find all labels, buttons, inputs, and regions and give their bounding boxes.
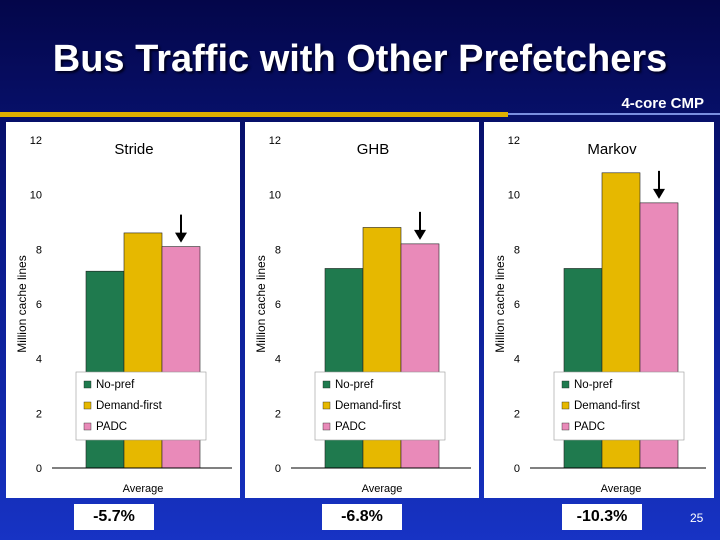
legend-entry: Demand-first: [96, 400, 163, 412]
legend-swatch: [83, 380, 92, 389]
legend-entry: PADC: [96, 421, 127, 433]
chart-title: Stride: [114, 141, 153, 158]
y-axis-label: Million cache lines: [15, 255, 29, 352]
legend-swatch: [83, 401, 92, 410]
y-tick-label: 2: [36, 408, 42, 420]
title-underline-thin: [508, 113, 720, 115]
y-tick-label: 6: [36, 299, 42, 311]
y-tick-label: 6: [275, 299, 281, 311]
y-tick-label: 2: [514, 408, 520, 420]
legend-swatch: [322, 380, 331, 389]
y-tick-label: 4: [36, 354, 42, 366]
legend-entry: No-pref: [335, 379, 374, 391]
y-tick-label: 4: [514, 354, 520, 366]
y-tick-label: 12: [269, 135, 281, 147]
title-underline: [0, 112, 508, 117]
arrow-icon: [414, 229, 426, 240]
arrow-icon: [653, 188, 665, 199]
y-tick-label: 6: [514, 299, 520, 311]
y-tick-label: 0: [275, 463, 281, 475]
y-tick-label: 10: [269, 190, 281, 202]
chart-ghb: 0 2 4 6 8 10 12 Million cache lines GHB Average No…: [245, 122, 479, 498]
legend-entry: Demand-first: [335, 400, 402, 412]
legend-entry: PADC: [335, 421, 366, 433]
legend-entry: PADC: [574, 421, 605, 433]
y-tick-label: 0: [36, 463, 42, 475]
chart-stride: 0 2 4 6 8 10 12 Million cache lines Stride Averag…: [6, 122, 240, 498]
y-tick-label: 4: [275, 354, 281, 366]
reduction-stride: -5.7%: [74, 504, 154, 530]
chart-title: Markov: [587, 141, 637, 158]
legend-entry: No-pref: [574, 379, 613, 391]
legend-swatch: [561, 401, 570, 410]
legend-swatch: [561, 380, 570, 389]
chart-title: GHB: [357, 141, 390, 158]
page-number: 25: [690, 511, 704, 525]
reduction-markov: -10.3%: [562, 504, 642, 530]
y-tick-label: 8: [36, 244, 42, 256]
y-axis-label: Million cache lines: [254, 255, 268, 352]
x-category-label: Average: [601, 483, 642, 495]
arrow-icon: [175, 232, 187, 243]
legend-swatch: [561, 422, 570, 431]
legend-entry: No-pref: [96, 379, 135, 391]
legend-box: [314, 371, 446, 441]
reduction-ghb: -6.8%: [322, 504, 402, 530]
y-tick-label: 12: [508, 135, 520, 147]
legend-swatch: [83, 422, 92, 431]
y-tick-label: 10: [30, 190, 42, 202]
chart-markov: 0 2 4 6 8 10 12 Million cache lines Markov Averag…: [484, 122, 714, 498]
y-tick-label: 8: [514, 244, 520, 256]
legend-box: [553, 371, 685, 441]
legend-box: [75, 371, 207, 441]
y-tick-label: 2: [275, 408, 281, 420]
slide-subtitle: 4-core CMP: [621, 95, 704, 112]
y-tick-label: 0: [514, 463, 520, 475]
chart-panel-stride: 0 2 4 6 8 10 12 Million cache lines Stride Averag…: [6, 122, 240, 498]
y-tick-label: 12: [30, 135, 42, 147]
x-category-label: Average: [123, 483, 164, 495]
x-category-label: Average: [362, 483, 403, 495]
chart-panel-ghb: 0 2 4 6 8 10 12 Million cache lines GHB Average No…: [245, 122, 479, 498]
legend-swatch: [322, 401, 331, 410]
y-tick-label: 10: [508, 190, 520, 202]
legend-entry: Demand-first: [574, 400, 641, 412]
y-tick-label: 8: [275, 244, 281, 256]
y-axis-label: Million cache lines: [493, 255, 507, 352]
slide-title: Bus Traffic with Other Prefetchers: [52, 38, 668, 80]
legend-swatch: [322, 422, 331, 431]
chart-panel-markov: 0 2 4 6 8 10 12 Million cache lines Markov Averag…: [484, 122, 714, 498]
